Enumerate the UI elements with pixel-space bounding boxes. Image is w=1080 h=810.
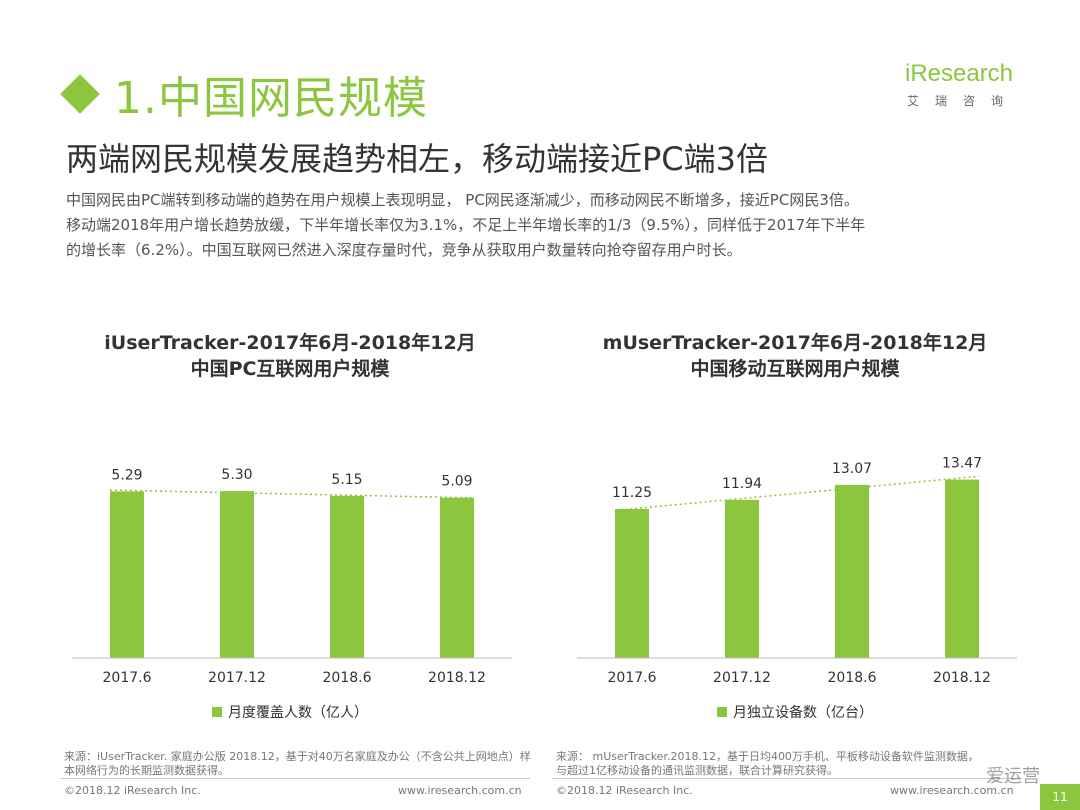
data-label: 5.15 xyxy=(331,472,362,488)
data-label: 11.25 xyxy=(612,485,652,501)
x-tick-label: 2018.12 xyxy=(428,670,486,686)
chart-bar xyxy=(110,491,144,658)
chart-bar xyxy=(330,495,364,658)
legend-label: 月度覆盖人数（亿人） xyxy=(228,705,368,721)
footer-copyright: ©2018.12 iResearch Inc. xyxy=(64,784,201,797)
chart-bar xyxy=(440,497,474,658)
x-tick-label: 2017.12 xyxy=(713,670,771,686)
chart-title: mUserTracker-2017年6月-2018年12月 xyxy=(602,332,988,354)
iresearch-logo: iResearch 艾瑞咨询 xyxy=(892,60,1026,109)
x-tick-label: 2018.6 xyxy=(323,670,372,686)
chart-bar xyxy=(835,484,869,658)
chart-bar xyxy=(615,508,649,658)
data-label: 5.30 xyxy=(221,467,252,483)
legend-label: 月独立设备数（亿台） xyxy=(733,705,873,721)
diamond-bullet-icon xyxy=(60,74,100,114)
logo-wordmark: iResearch xyxy=(904,60,1014,87)
pc-users-chart: iUserTracker-2017年6月-2018年12月 中国PC互联网用户规… xyxy=(60,330,520,730)
chart-bar xyxy=(945,479,979,658)
mobile-users-chart: mUserTracker-2017年6月-2018年12月 中国移动互联网用户规… xyxy=(565,330,1025,730)
trend-line xyxy=(614,475,980,512)
pc-chart-plot: 5.29 2017.6 5.30 2017.12 5.15 2018.6 5.09 2018.… xyxy=(72,467,512,686)
legend-swatch xyxy=(212,707,222,717)
chart-legend: 月度覆盖人数（亿人） xyxy=(60,702,520,722)
source-note-mobile: 来源： mUserTracker.2018.12，基于日均400万手机、平板移动… xyxy=(556,750,979,777)
x-tick-label: 2017.6 xyxy=(103,670,152,686)
watermark: 爱运营 xyxy=(986,766,1040,787)
chart-bar xyxy=(725,499,759,658)
chart-subtitle: 中国PC互联网用户规模 xyxy=(190,358,390,380)
intro-line: 移动端2018年用户增长趋势放缓，下半年增长率仅为3.1%，不足上半年增长率的1… xyxy=(66,216,866,234)
headline: 两端网民规模发展趋势相左，移动端接近PC端3倍 xyxy=(66,140,769,178)
data-label: 13.47 xyxy=(942,456,982,472)
page-number: 11 xyxy=(1040,784,1080,810)
chart-title: iUserTracker-2017年6月-2018年12月 xyxy=(104,332,476,354)
footer-website: www.iresearch.com.cn xyxy=(890,784,1014,797)
footer-divider xyxy=(60,778,530,779)
x-tick-label: 2017.12 xyxy=(208,670,266,686)
legend-swatch xyxy=(717,707,727,717)
data-label: 5.09 xyxy=(441,474,472,490)
mobile-chart-plot: 11.25 2017.6 11.94 2017.12 13.07 2018.6 13.47 2… xyxy=(577,456,1017,686)
section-title-text: 1.中国网民规模 xyxy=(114,73,428,124)
chart-subtitle: 中国移动互联网用户规模 xyxy=(690,358,900,380)
x-tick-label: 2017.6 xyxy=(608,670,657,686)
x-tick-label: 2018.6 xyxy=(828,670,877,686)
section-title: 1.中国网民规模 xyxy=(60,62,428,126)
chart-legend: 月独立设备数（亿台） xyxy=(565,702,1025,722)
intro-paragraph: 中国网民由PC端转到移动端的趋势在用户规模上表现明显， PC网民逐渐减少，而移动… xyxy=(66,188,1032,263)
footer-website: www.iresearch.com.cn xyxy=(398,784,522,797)
x-tick-label: 2018.12 xyxy=(933,670,991,686)
source-note-pc: 来源：iUserTracker. 家庭办公版 2018.12，基于对40万名家庭… xyxy=(64,750,531,777)
data-label: 13.07 xyxy=(832,461,872,477)
footer-divider xyxy=(552,778,1022,779)
data-label: 5.29 xyxy=(111,467,142,483)
footer-copyright: ©2018.12 iResearch Inc. xyxy=(556,784,693,797)
trend-line xyxy=(109,489,475,499)
chart-bar xyxy=(220,491,254,658)
intro-line: 中国网民由PC端转到移动端的趋势在用户规模上表现明显， PC网民逐渐减少，而移动… xyxy=(66,191,859,209)
logo-subtitle: 艾瑞咨询 xyxy=(906,94,1019,108)
intro-line: 的增长率（6.2%）。中国互联网已然进入深度存量时代，竞争从获取用户数量转向抢夺… xyxy=(66,241,742,259)
data-label: 11.94 xyxy=(722,476,762,492)
